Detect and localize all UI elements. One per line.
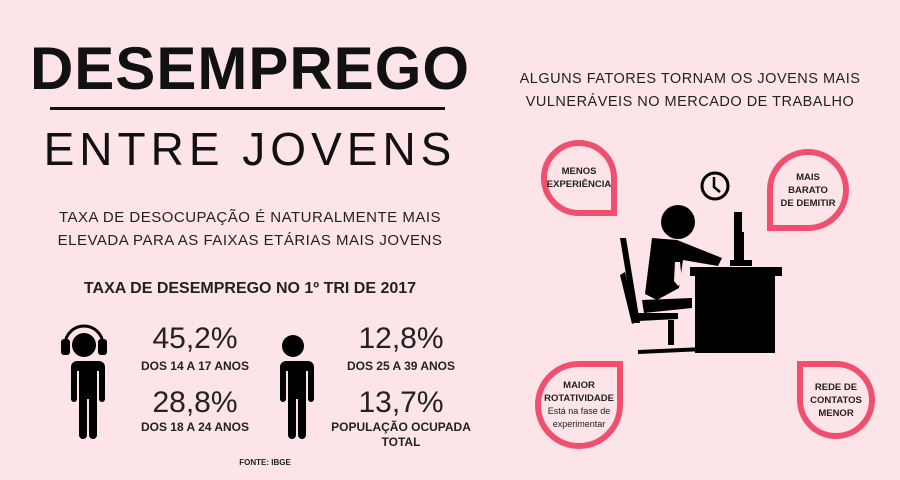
description-line: ELEVADA PARA AS FAIXAS ETÁRIAS MAIS JOVE… [57,232,443,249]
divider [50,107,445,110]
factor-menos-experiencia: MENOS EXPERIÊNCIA [541,140,617,216]
factor-note: experimentar [552,419,606,429]
page-title: DESEMPREGO [29,35,471,102]
rate-label-total: POPULAÇÃO OCUPADA TOTAL [306,420,496,450]
rate-value-total: 13,7% [358,386,444,419]
source-note: FONTE: IBGE [239,458,291,467]
factors-title-line: ALGUNS FATORES TORNAM OS JOVENS MAIS [519,71,861,87]
factor-rede-de-contatos: REDE DE CONTATOS MENOR [797,361,875,439]
factors-title-line: VULNERÁVEIS NO MERCADO DE TRABALHO [525,94,855,110]
description: TAXA DE DESOCUPAÇÃO É NATURALMENTE MAIS … [0,206,500,252]
rate-value-18-24: 28,8% [152,386,238,419]
factor-text: REDE DE [814,381,858,393]
factor-text: ROTATIVIDADE [544,393,614,404]
rate-value-25-39: 12,8% [358,322,444,355]
clock-icon [700,171,730,201]
young-person-headphones-icon [61,324,107,439]
rate-label-line: TOTAL [381,435,421,449]
description-line: TAXA DE DESOCUPAÇÃO É NATURALMENTE MAIS [58,209,442,226]
rate-label-18-24: DOS 18 A 24 ANOS [140,420,250,434]
factor-text: EXPERIÊNCIA [546,179,612,190]
adult-person-icon [278,335,314,439]
factor-maior-rotatividade: MAIOR ROTATIVIDADE Está na fase de exper… [535,361,623,449]
rate-label-25-39: DOS 25 A 39 ANOS [346,359,456,373]
factor-text: BARATO [788,184,828,196]
factor-text: MENOR [818,407,854,419]
factor-text: MAIS [796,171,820,183]
factor-mais-barato: MAIS BARATO DE DEMITIR [767,149,849,231]
factor-text: MAIOR [563,380,595,391]
factors-title: ALGUNS FATORES TORNAM OS JOVENS MAIS VUL… [480,68,900,114]
rate-label-14-17: DOS 14 A 17 ANOS [140,359,250,373]
factor-note: Está na fase de [547,406,611,416]
rates-title: TAXA DE DESEMPREGO NO 1º TRI DE 2017 [83,280,417,297]
page-subtitle: ENTRE JOVENS [43,123,457,175]
office-worker-illustration [620,171,782,354]
rate-label-line: POPULAÇÃO OCUPADA [331,420,471,434]
factor-text: DE DEMITIR [780,197,836,209]
rate-value-14-17: 45,2% [152,322,238,355]
factor-text: CONTATOS [810,394,862,406]
factor-text: MENOS [561,166,597,177]
